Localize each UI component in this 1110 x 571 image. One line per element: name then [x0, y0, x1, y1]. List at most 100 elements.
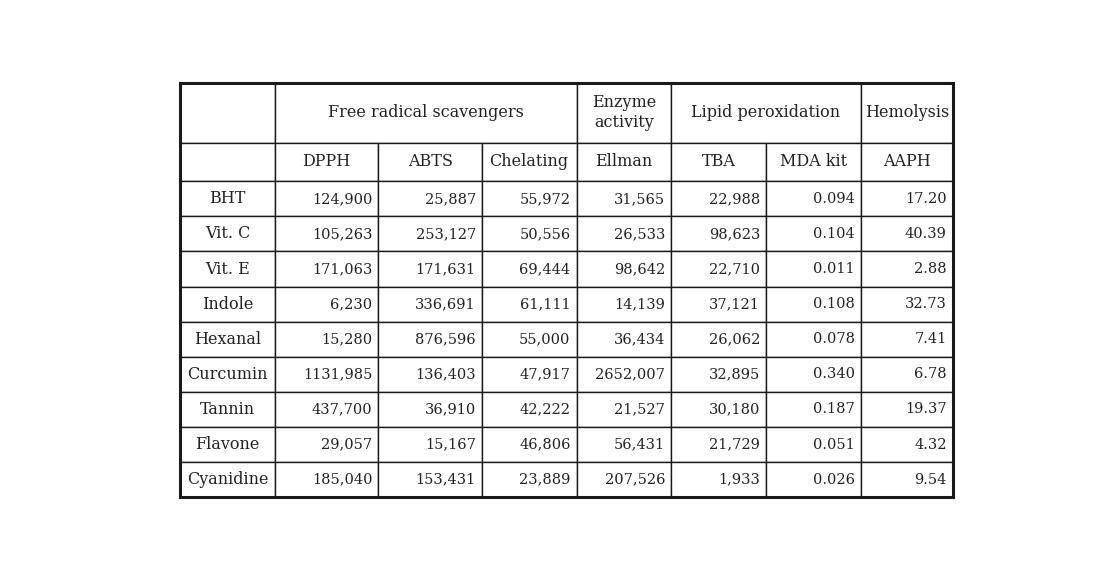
Text: 69,444: 69,444 [519, 262, 571, 276]
Bar [860, 216, 952, 251]
Text: Indole: Indole [202, 296, 253, 313]
Bar [379, 392, 482, 427]
Text: Hemolysis: Hemolysis [865, 104, 949, 121]
Text: 40.39: 40.39 [905, 227, 947, 241]
Bar [180, 287, 275, 321]
Bar [766, 392, 860, 427]
Bar [576, 181, 672, 216]
Bar [379, 287, 482, 321]
Bar [379, 181, 482, 216]
Bar [275, 83, 576, 143]
Text: Enzyme
activity: Enzyme activity [592, 94, 656, 131]
Bar [482, 251, 576, 287]
Text: Vit. E: Vit. E [205, 260, 250, 278]
Text: 1,933: 1,933 [718, 473, 760, 486]
Bar [860, 181, 952, 216]
Bar [180, 181, 275, 216]
Bar [860, 462, 952, 497]
Bar [275, 143, 379, 181]
Bar [180, 143, 275, 181]
Bar [482, 143, 576, 181]
Text: 0.078: 0.078 [813, 332, 855, 346]
Bar [672, 143, 766, 181]
Bar [379, 321, 482, 357]
Text: 37,121: 37,121 [709, 297, 760, 311]
Bar [482, 287, 576, 321]
Text: 36,434: 36,434 [614, 332, 665, 346]
Text: 6.78: 6.78 [915, 367, 947, 381]
Bar [576, 462, 672, 497]
Bar [860, 143, 952, 181]
Bar [275, 392, 379, 427]
Bar [672, 321, 766, 357]
Bar [766, 321, 860, 357]
Bar [766, 357, 860, 392]
Text: 15,167: 15,167 [425, 437, 476, 452]
Bar [672, 462, 766, 497]
Text: Ellman: Ellman [595, 154, 653, 171]
Bar [379, 357, 482, 392]
Text: 207,526: 207,526 [605, 473, 665, 486]
Text: 50,556: 50,556 [519, 227, 571, 241]
Bar [860, 83, 952, 143]
Bar [576, 83, 672, 143]
Text: 2652,007: 2652,007 [595, 367, 665, 381]
Text: 32,895: 32,895 [709, 367, 760, 381]
Text: 105,263: 105,263 [312, 227, 372, 241]
Text: 14,139: 14,139 [615, 297, 665, 311]
Bar [482, 216, 576, 251]
Text: Tannin: Tannin [200, 401, 255, 418]
Text: 6,230: 6,230 [330, 297, 372, 311]
Bar [275, 321, 379, 357]
Text: 437,700: 437,700 [312, 403, 372, 416]
Text: 46,806: 46,806 [519, 437, 571, 452]
Text: MDA kit: MDA kit [780, 154, 847, 171]
Bar [482, 357, 576, 392]
Bar [576, 392, 672, 427]
Text: 31,565: 31,565 [614, 192, 665, 206]
Text: 876,596: 876,596 [415, 332, 476, 346]
Bar [576, 251, 672, 287]
Bar [482, 321, 576, 357]
Text: 55,972: 55,972 [519, 192, 571, 206]
Text: 15,280: 15,280 [321, 332, 372, 346]
Text: TBA: TBA [702, 154, 736, 171]
Text: 9.54: 9.54 [915, 473, 947, 486]
Text: Flavone: Flavone [195, 436, 260, 453]
Bar [672, 357, 766, 392]
Bar [766, 251, 860, 287]
Text: Chelating: Chelating [490, 154, 568, 171]
Bar [672, 287, 766, 321]
Bar [180, 83, 952, 497]
Text: Curcumin: Curcumin [188, 366, 268, 383]
Bar [379, 427, 482, 462]
Bar [860, 321, 952, 357]
Bar [766, 427, 860, 462]
Text: 98,642: 98,642 [614, 262, 665, 276]
Text: 98,623: 98,623 [708, 227, 760, 241]
Bar [275, 251, 379, 287]
Bar [576, 357, 672, 392]
Text: 32.73: 32.73 [905, 297, 947, 311]
Text: 23,889: 23,889 [519, 473, 571, 486]
Bar [379, 462, 482, 497]
Text: 124,900: 124,900 [312, 192, 372, 206]
Bar [180, 427, 275, 462]
Bar [482, 181, 576, 216]
Bar [672, 427, 766, 462]
Bar [576, 216, 672, 251]
Text: 0.187: 0.187 [813, 403, 855, 416]
Bar [672, 181, 766, 216]
Text: 30,180: 30,180 [708, 403, 760, 416]
Bar [766, 143, 860, 181]
Text: 7.41: 7.41 [915, 332, 947, 346]
Bar [379, 216, 482, 251]
Text: Cyanidine: Cyanidine [186, 471, 269, 488]
Text: 56,431: 56,431 [614, 437, 665, 452]
Text: 0.108: 0.108 [813, 297, 855, 311]
Text: 0.340: 0.340 [813, 367, 855, 381]
Bar [766, 181, 860, 216]
Bar [766, 216, 860, 251]
Text: 25,887: 25,887 [424, 192, 476, 206]
Bar [860, 357, 952, 392]
